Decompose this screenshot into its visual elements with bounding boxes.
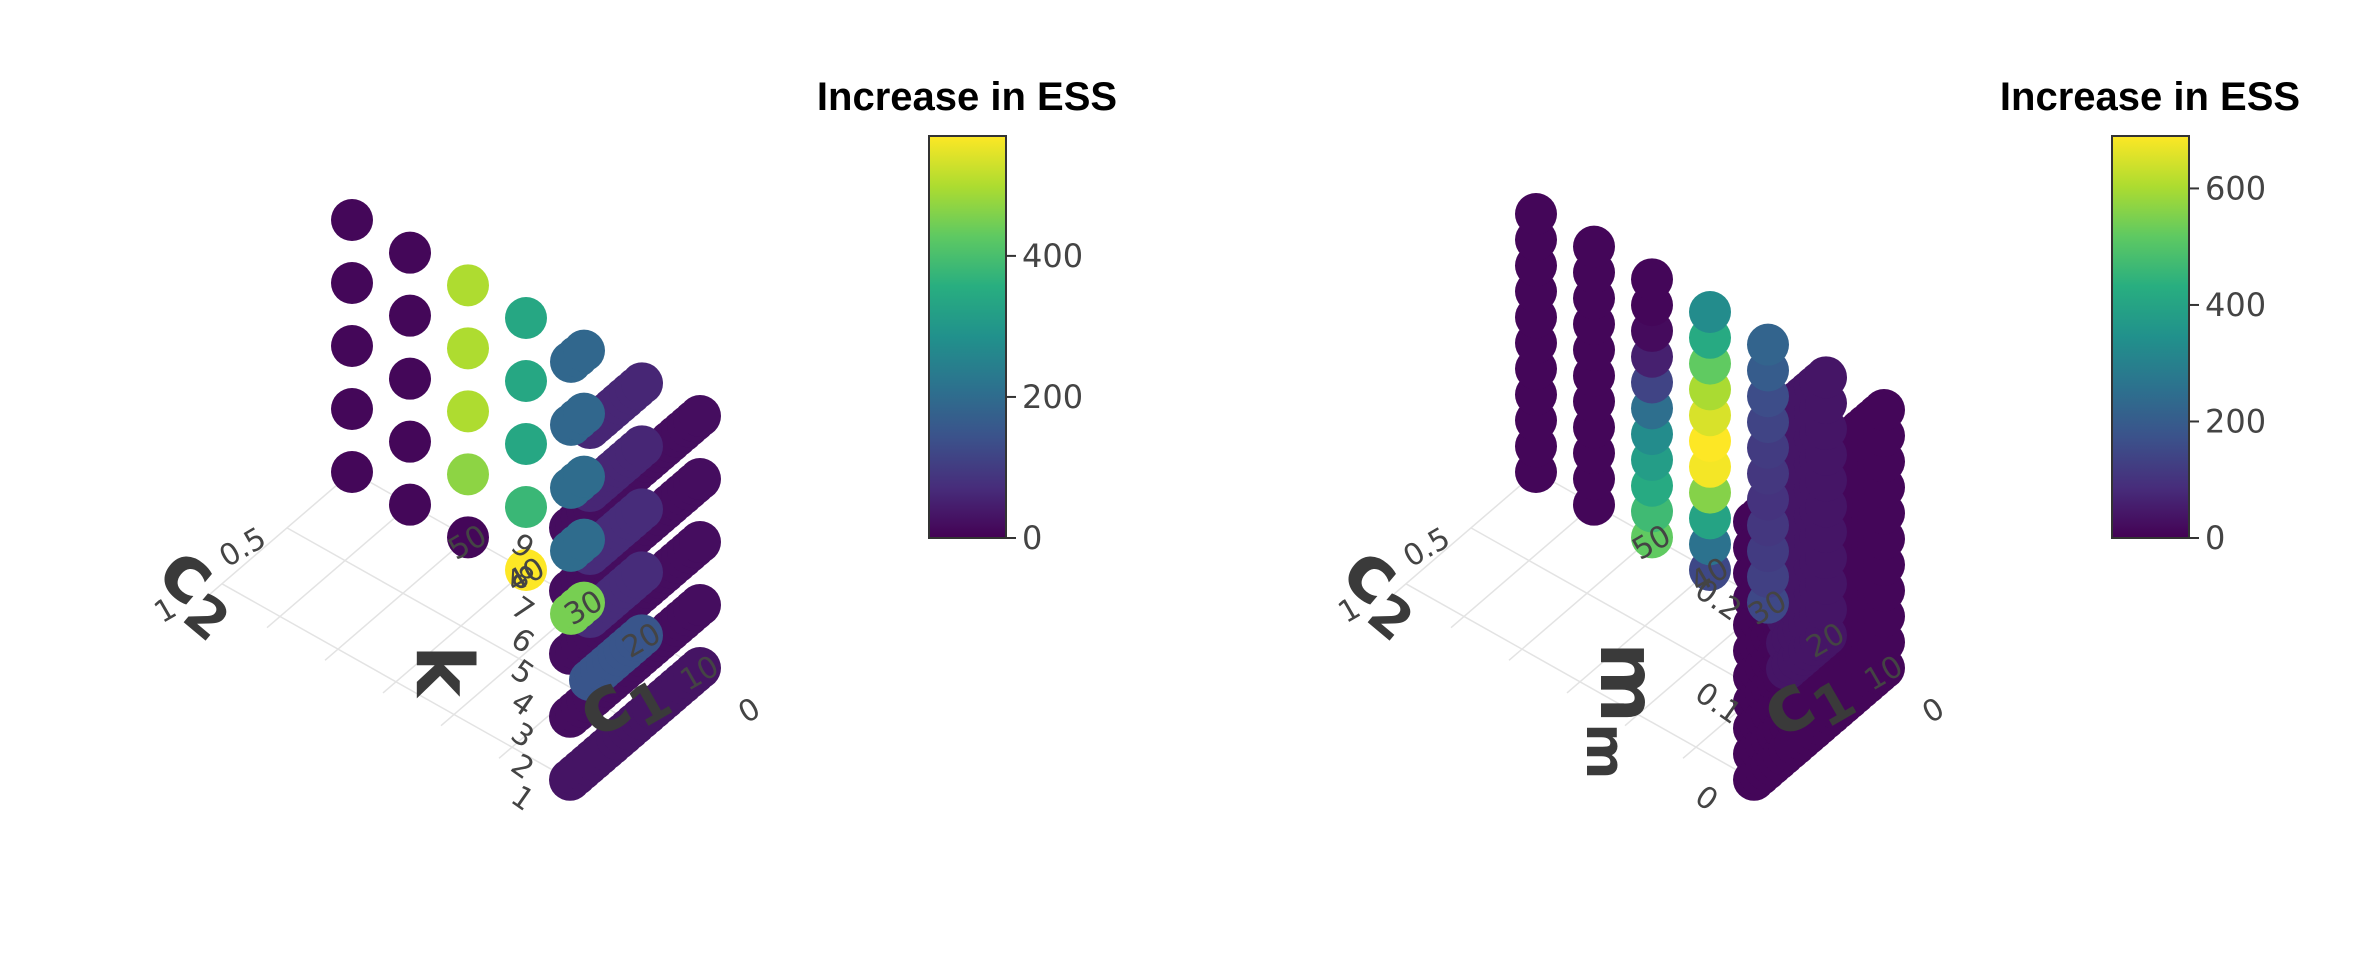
left-markers [331, 199, 721, 801]
right-colorbar: 0 200 400 600 Increase in ESS [2000, 75, 2300, 557]
right-marker [1515, 193, 1557, 235]
left-c2-axis-subscript: 2 [172, 581, 241, 653]
right-floor-grid-line [1450, 504, 1595, 629]
left-marker [679, 458, 721, 500]
right-floor-grid-line [1566, 569, 1711, 694]
left-floor-grid-line [266, 504, 411, 629]
left-marker [505, 360, 547, 402]
left-marker [563, 455, 605, 498]
right-c1-tick-label: 0 [1917, 691, 1951, 731]
left-marker [563, 329, 605, 372]
left-marker [447, 327, 489, 370]
left-marker [447, 516, 489, 559]
right-marker [1805, 356, 1847, 399]
left-z-tick-label: 5 [504, 653, 540, 693]
right-markers [1515, 193, 1905, 801]
right-colorbar-tick-label: 200 [2205, 402, 2266, 440]
left-marker [331, 451, 373, 493]
left-colorbar-gradient [928, 135, 1007, 539]
left-z-tick-label: 7 [504, 590, 540, 630]
left-marker [331, 199, 373, 241]
left-marker [563, 581, 605, 624]
left-marker [679, 395, 721, 437]
right-c2-axis-subscript: 2 [1356, 581, 1425, 653]
left-marker [621, 362, 663, 405]
left-marker [447, 453, 489, 496]
left-z-tick-label: 2 [504, 747, 540, 787]
right-z-tick-label: 0 [1688, 779, 1724, 819]
left-marker [563, 518, 605, 561]
left-marker [389, 231, 431, 274]
left-colorbar-tick-label: 0 [1022, 519, 1042, 557]
right-colorbar-tick-label: 0 [2205, 519, 2225, 557]
left-marker [505, 549, 547, 591]
left-floor-grid-line [324, 536, 469, 661]
right-marker [1573, 225, 1615, 268]
right-floor-grid-line [1405, 583, 1755, 781]
right-c1-tick-label: 50 [1627, 518, 1678, 567]
left-colorbar-tick-label: 400 [1022, 237, 1083, 275]
left-floor-grid-line [382, 569, 527, 694]
right-marker [1747, 323, 1789, 366]
left-marker [621, 425, 663, 468]
right-floor-grid-line [1392, 471, 1537, 596]
left-marker [331, 388, 373, 430]
left-marker [621, 614, 663, 657]
right-z-axis-label: mm [1574, 642, 1672, 780]
left-marker [389, 357, 431, 400]
left-marker [679, 584, 721, 626]
left-marker [505, 423, 547, 465]
right-colorbar-tick-label: 600 [2205, 169, 2266, 207]
right-marker [1631, 258, 1673, 301]
right-marker [1689, 291, 1731, 333]
left-marker [563, 392, 605, 435]
left-marker [447, 264, 489, 307]
left-marker [505, 297, 547, 339]
left-colorbar: 0 200 400 Increase in ESS [817, 75, 1117, 557]
right-colorbar-gradient [2111, 135, 2190, 539]
right-colorbar-tick-label: 400 [2205, 286, 2266, 324]
left-marker [389, 483, 431, 526]
left-marker [679, 521, 721, 563]
left-colorbar-title: Increase in ESS [817, 75, 1117, 119]
left-z-tick-label: 1 [504, 779, 540, 819]
left-marker [505, 486, 547, 528]
left-floor-grid-line [208, 471, 353, 596]
left-marker [331, 325, 373, 367]
right-floor-grid-line [1508, 536, 1653, 661]
left-marker [389, 294, 431, 337]
right-colorbar-title: Increase in ESS [2000, 75, 2300, 119]
left-c1-tick-label: 50 [443, 518, 494, 567]
left-marker [331, 262, 373, 304]
right-marker [1863, 389, 1905, 431]
left-marker [679, 647, 721, 689]
left-marker [621, 488, 663, 531]
left-colorbar-tick-label: 200 [1022, 378, 1083, 416]
left-marker [447, 390, 489, 433]
left-floor-grid-line [221, 583, 571, 781]
left-z-tick-label: 6 [504, 621, 540, 661]
left-c1-tick-label: 0 [733, 691, 767, 731]
left-z-axis-label: k [398, 645, 488, 699]
left-z-tick-label: 4 [504, 684, 540, 724]
left-marker [389, 420, 431, 463]
right-z-axis-subscript: m [1574, 723, 1637, 779]
left-marker [621, 551, 663, 594]
